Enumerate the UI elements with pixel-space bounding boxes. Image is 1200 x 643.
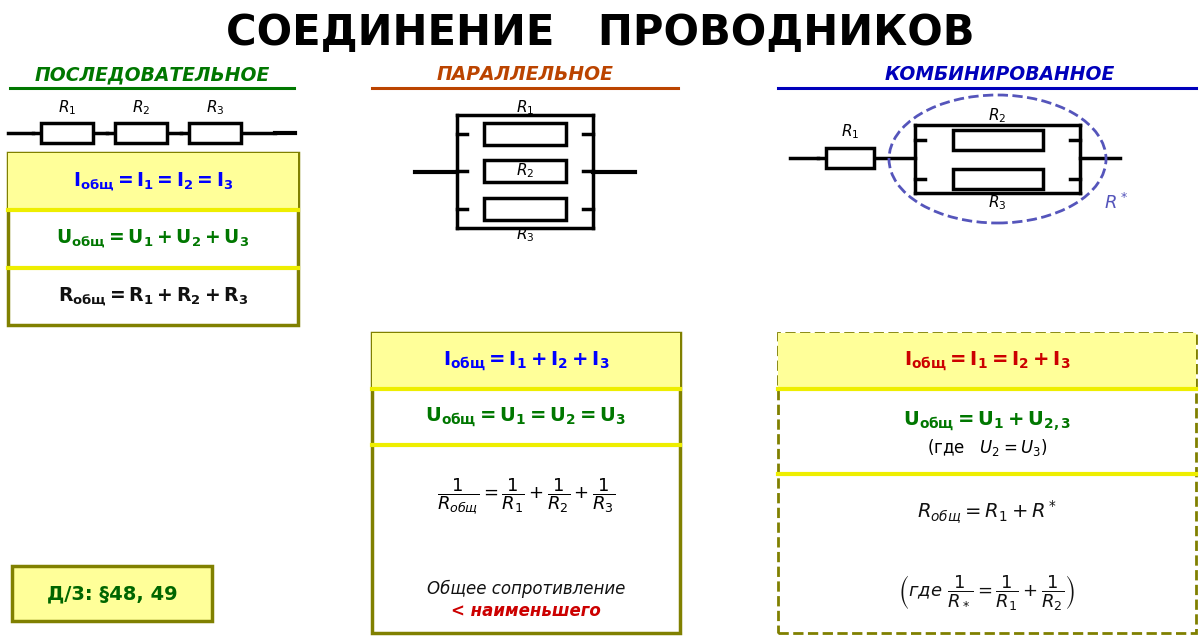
Bar [115,123,167,143]
Text: КОМБИНИРОВАННОЕ: КОМБИНИРОВАННОЕ [884,66,1115,84]
Text: (где   $U_2 = U_3$): (где $U_2 = U_3$) [926,437,1048,458]
Bar [953,169,1043,189]
Text: Общее сопротивление: Общее сопротивление [427,580,625,598]
Text: $R_2$: $R_2$ [516,161,534,180]
Bar [190,123,241,143]
Bar [484,123,566,145]
Text: $\mathbf{I_{общ}= I_1 = I_2 = I_3}$: $\mathbf{I_{общ}= I_1 = I_2 = I_3}$ [73,170,233,192]
Bar [372,333,680,389]
Bar [826,148,874,168]
Text: $R_2$: $R_2$ [132,98,150,118]
Text: $R_{общ} = R_1 + R^*$: $R_{общ} = R_1 + R^*$ [917,498,1057,525]
Text: $R_1$: $R_1$ [516,98,534,118]
Text: $R_3$: $R_3$ [205,98,224,118]
Bar [953,130,1043,150]
Bar [12,566,212,621]
Text: $R_1$: $R_1$ [58,98,76,118]
Text: СОЕДИНЕНИЕ   ПРОВОДНИКОВ: СОЕДИНЕНИЕ ПРОВОДНИКОВ [226,12,974,54]
Text: Д/3: §48, 49: Д/3: §48, 49 [47,584,178,603]
Bar [8,153,298,325]
Bar [8,153,298,210]
Text: $\mathbf{U_{общ}= U_1= U_2 = U_3}$: $\mathbf{U_{общ}= U_1= U_2 = U_3}$ [426,405,626,429]
Text: ПАРАЛЛЕЛЬНОЕ: ПАРАЛЛЕЛЬНОЕ [437,66,613,84]
Bar [41,123,94,143]
Text: $\dfrac{1}{R_{общ}} = \dfrac{1}{R_1} + \dfrac{1}{R_2} + \dfrac{1}{R_3}$: $\dfrac{1}{R_{общ}} = \dfrac{1}{R_1} + \… [437,477,616,517]
Bar [484,160,566,182]
Text: $R_3$: $R_3$ [516,226,534,244]
Text: $\mathbf{I_{общ}= I_1 + I_2 + I_3}$: $\mathbf{I_{общ}= I_1 + I_2 + I_3}$ [443,349,610,373]
Text: $\left(где\ \dfrac{1}{R_*} = \dfrac{1}{R_1} + \dfrac{1}{R_2}\right)$: $\left(где\ \dfrac{1}{R_*} = \dfrac{1}{R… [899,574,1075,613]
Text: $\mathbf{U_{общ}=U_1+U_2+U_3}$: $\mathbf{U_{общ}=U_1+U_2+U_3}$ [56,228,250,250]
Text: $\mathbf{R_{общ}=R_1+R_2+R_3}$: $\mathbf{R_{общ}=R_1+R_2+R_3}$ [58,285,248,307]
Bar [484,198,566,220]
Bar [778,333,1196,633]
Text: $R^*$: $R^*$ [1104,193,1128,213]
Text: ПОСЛЕДОВАТЕЛЬНОЕ: ПОСЛЕДОВАТЕЛЬНОЕ [35,66,270,84]
Text: < наименьшего: < наименьшего [451,602,601,620]
Text: $\mathbf{I_{общ}= I_1 = I_2 +I_3}$: $\mathbf{I_{общ}= I_1 = I_2 +I_3}$ [904,349,1070,373]
Text: $R_3$: $R_3$ [989,194,1007,212]
Text: $\mathbf{U_{общ}=U_1+U_{2,3}}$: $\mathbf{U_{общ}=U_1+U_{2,3}}$ [902,410,1072,433]
Text: $R_1$: $R_1$ [841,123,859,141]
Text: $R_2$: $R_2$ [989,107,1007,125]
Bar [778,333,1196,389]
Bar [372,333,680,633]
